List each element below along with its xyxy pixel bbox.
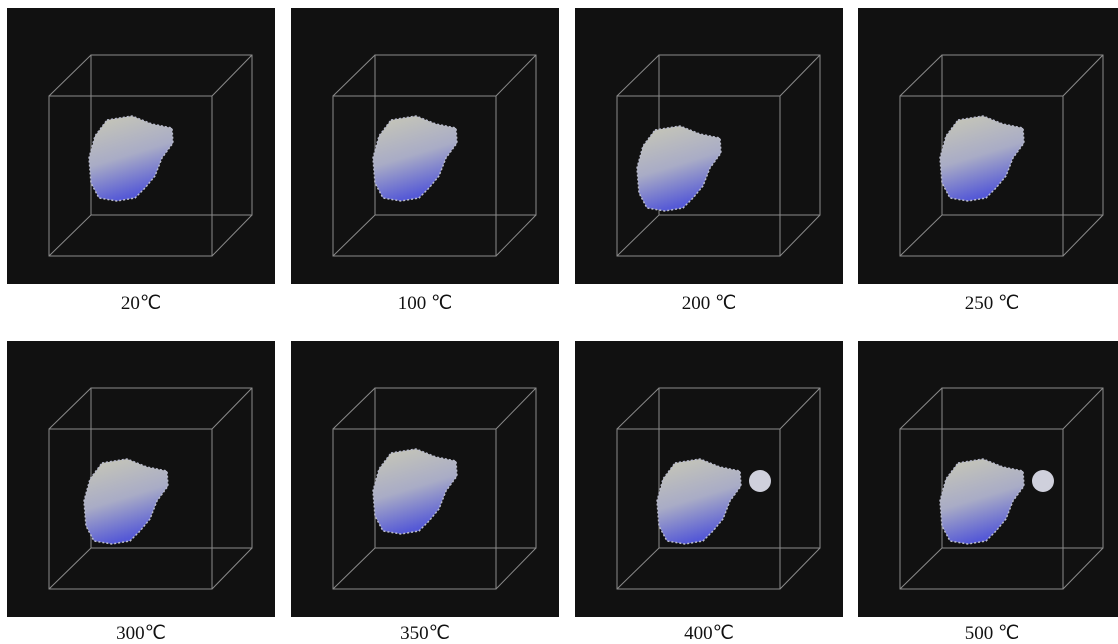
render bbox=[575, 8, 843, 284]
panel-caption: 300℃ bbox=[7, 622, 275, 644]
render-panel bbox=[858, 8, 1118, 284]
panel-caption: 200 ℃ bbox=[575, 292, 843, 315]
render-panel bbox=[291, 341, 559, 617]
render-panel bbox=[291, 8, 559, 284]
render-panel bbox=[575, 341, 843, 617]
render bbox=[858, 341, 1118, 617]
panel-caption: 20℃ bbox=[7, 292, 275, 315]
panel-caption: 400℃ bbox=[575, 622, 843, 644]
render bbox=[7, 8, 275, 284]
render-panel bbox=[7, 8, 275, 284]
render bbox=[291, 341, 559, 617]
render-panel bbox=[575, 8, 843, 284]
panel-caption: 350℃ bbox=[291, 622, 559, 644]
render bbox=[291, 8, 559, 284]
render bbox=[858, 8, 1118, 284]
render-panel bbox=[858, 341, 1118, 617]
render bbox=[575, 341, 843, 617]
render-panel bbox=[7, 341, 275, 617]
panel-caption: 500 ℃ bbox=[858, 622, 1118, 644]
panel-caption: 100 ℃ bbox=[291, 292, 559, 315]
render bbox=[7, 341, 275, 617]
panel-caption: 250 ℃ bbox=[858, 292, 1118, 315]
figure: 20℃ 100 ℃ 200 ℃ 250 ℃ 300℃ 350℃ 400℃ 500 ℃ bbox=[0, 0, 1118, 644]
